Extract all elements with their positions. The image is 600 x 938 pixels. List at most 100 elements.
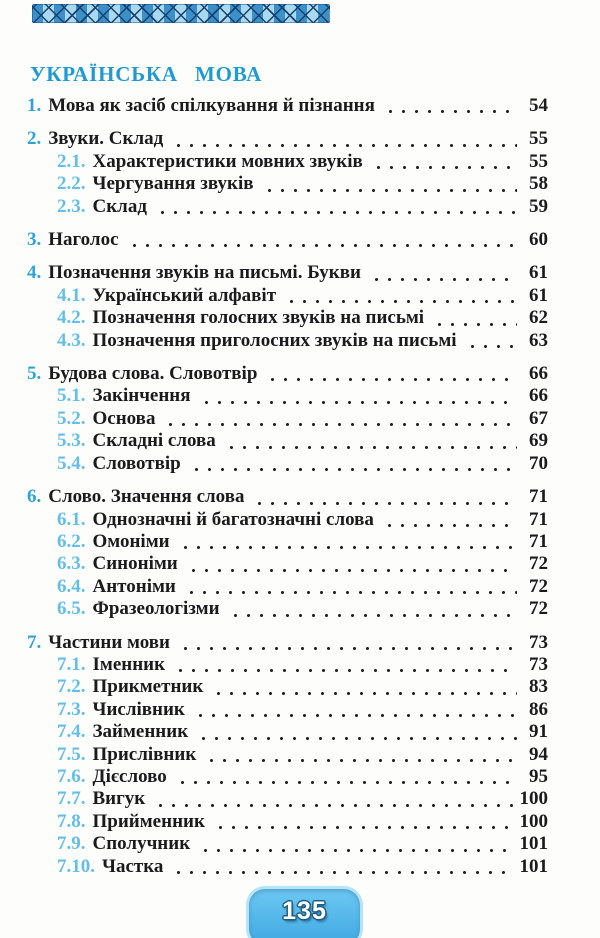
entry-number: 7.3.	[57, 698, 86, 720]
entry-page: 86	[529, 698, 548, 720]
entry-number: 7.2.	[57, 676, 86, 698]
entry-page: 72	[529, 553, 548, 575]
entry-title: Наголос	[48, 229, 119, 251]
toc-entry: 4.2. Позначення голосних звуків на письмі…	[27, 307, 548, 330]
entry-title: Український алфавіт	[92, 284, 277, 306]
toc-section: 6. Слово. Значення слова 71 6.1. Однозначні …	[27, 486, 548, 621]
entry-page: 58	[529, 173, 548, 195]
entry-number: 6.5.	[57, 598, 86, 620]
toc-section: 5. Будова слова. Словотвір 66 5.1. Закінченн…	[27, 363, 548, 476]
entry-page: 70	[529, 452, 548, 474]
entry-number: 5.3.	[57, 430, 86, 452]
dot-leader	[378, 508, 517, 531]
table-of-contents: 1. Мова як засіб спілкування й пізнання 54…	[27, 95, 548, 878]
dot-leader	[208, 676, 517, 699]
entry-page: 101	[519, 833, 549, 855]
entry-title: Іменник	[92, 653, 166, 675]
entry-page: 72	[529, 598, 548, 620]
entry-title: Мова як засіб спілкування й пізнання	[48, 95, 375, 116]
entry-number: 7.1.	[57, 653, 86, 675]
toc-entry: 2.3. Склад 59	[27, 195, 548, 219]
dot-leader	[262, 363, 517, 386]
toc-entry: 6.2. Омоніми 71	[27, 530, 548, 554]
entry-number: 1.	[27, 95, 42, 116]
entry-number: 3.	[27, 229, 42, 251]
entry-title: Прислівник	[92, 743, 197, 765]
toc-entry: 6.3. Синоніми 72	[27, 553, 548, 576]
entry-page: 71	[529, 530, 548, 552]
dot-leader	[182, 553, 517, 576]
toc-entry: 5.3. Складні слова 69	[27, 430, 548, 453]
toc-entry: 7.6. Дієслово 95	[27, 765, 548, 789]
dot-leader	[160, 407, 517, 431]
entry-page: 71	[529, 486, 548, 508]
dot-leader	[367, 150, 517, 174]
entry-page: 100	[519, 788, 549, 810]
entry-title: Антоніми	[92, 575, 176, 597]
entry-page: 71	[529, 508, 548, 530]
toc-entry: 4. Позначення звуків на письмі. Букви 61	[27, 262, 548, 285]
entry-number: 5.2.	[57, 407, 86, 429]
decorative-ribbon	[32, 4, 330, 23]
entry-title: Сполучник	[92, 833, 191, 855]
dot-leader	[461, 329, 517, 353]
entry-page: 55	[529, 128, 548, 150]
toc-section: 1. Мова як засіб спілкування й пізнання 54	[27, 95, 548, 118]
entry-title: Характеристики мовних звуків	[92, 150, 363, 172]
entry-number: 5.4.	[57, 452, 86, 474]
entry-number: 7.9.	[57, 833, 86, 855]
dot-leader	[123, 229, 517, 252]
entry-page: 59	[529, 195, 548, 217]
toc-entry: 2.2. Чергування звуків 58	[27, 173, 548, 196]
toc-entry: 4.3. Позначення приголосних звуків на пис…	[27, 329, 548, 353]
toc-entry: 6.4. Антоніми 72	[27, 575, 548, 599]
toc-entry: 5.4. Словотвір 70	[27, 452, 548, 476]
toc-entry: 7.4. Займенник 91	[27, 721, 548, 744]
entry-page: 69	[529, 430, 548, 452]
entry-title: Будова слова. Словотвір	[48, 363, 258, 385]
dot-leader	[150, 788, 515, 811]
toc-entry: 7.7. Вигук 100	[27, 788, 549, 811]
toc-entry: 5. Будова слова. Словотвір 66	[27, 363, 548, 386]
entry-number: 6.1.	[57, 508, 86, 530]
toc-entry: 7.8. Прийменник 100	[27, 810, 548, 834]
page-number: 135	[282, 897, 327, 925]
toc-entry: 5.1. Закінчення 66	[27, 385, 548, 408]
entry-page: 61	[529, 262, 548, 284]
entry-page: 54	[529, 95, 548, 116]
toc-entry: 7. Частини мови 73	[27, 631, 548, 654]
entry-number: 4.2.	[57, 307, 86, 329]
toc-entry: 7.5. Прислівник 94	[27, 743, 548, 766]
entry-title: Числівник	[92, 698, 185, 720]
entry-page: 73	[529, 631, 548, 653]
entry-page: 67	[529, 407, 548, 429]
entry-page: 72	[529, 575, 548, 597]
dot-leader	[170, 653, 517, 677]
toc-entry: 2.1. Характеристики мовних звуків 55	[27, 150, 548, 174]
toc-entry: 6. Слово. Значення слова 71	[27, 486, 548, 509]
entry-number: 7.4.	[57, 721, 86, 743]
entry-number: 7.	[27, 631, 42, 653]
entry-title: Займенник	[92, 721, 189, 743]
dot-leader	[174, 530, 517, 554]
entry-title: Словотвір	[92, 452, 181, 474]
dot-leader	[193, 721, 517, 744]
entry-page: 61	[529, 284, 548, 306]
entry-title: Дієслово	[92, 765, 167, 787]
entry-title: Омоніми	[92, 530, 170, 552]
entry-page: 101	[519, 855, 549, 877]
dot-leader	[249, 486, 517, 509]
toc-section: 2. Звуки. Склад 55 2.1. Характеристики мовни…	[27, 128, 548, 219]
entry-title: Однозначні й багатозначні слова	[92, 508, 374, 530]
dot-leader	[180, 575, 517, 599]
entry-title: Частини мови	[48, 631, 170, 653]
entry-number: 2.1.	[57, 150, 86, 172]
entry-number: 6.	[27, 486, 42, 508]
entry-page: 95	[529, 765, 548, 787]
entry-number: 6.4.	[57, 575, 86, 597]
entry-title: Частка	[102, 855, 164, 877]
entry-number: 5.1.	[57, 385, 86, 407]
entry-page: 62	[529, 307, 548, 329]
entry-number: 7.6.	[57, 765, 86, 787]
